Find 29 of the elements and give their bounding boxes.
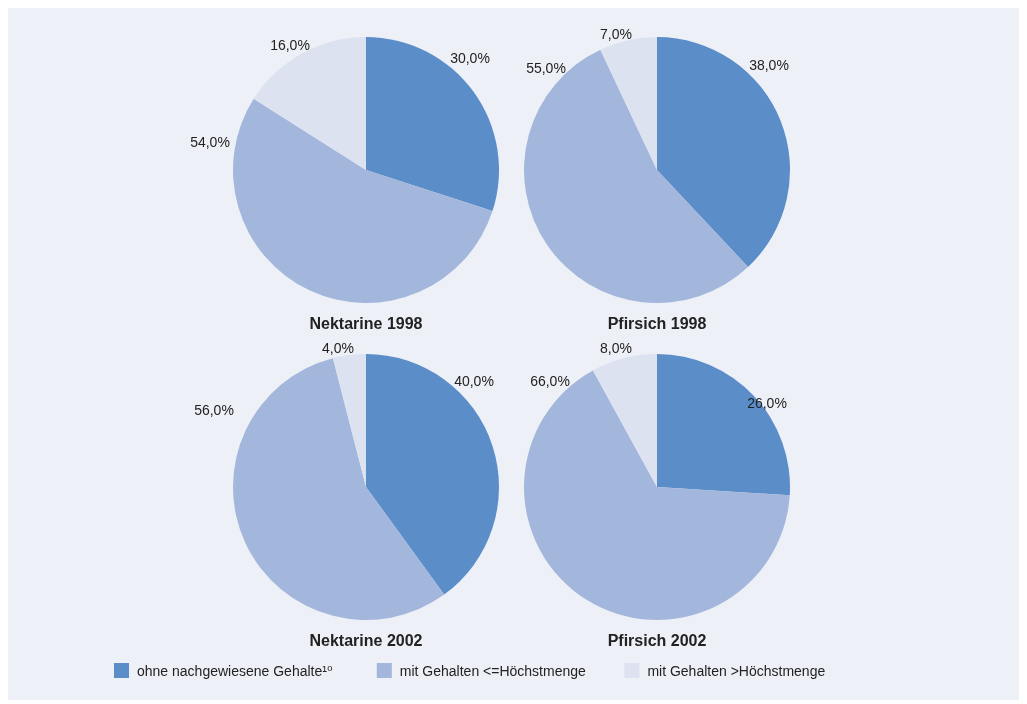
legend-label: mit Gehalten >Höchstmenge [647, 662, 826, 679]
data-label: 16,0% [270, 36, 310, 53]
text: Pfirsich 2002 [607, 631, 707, 649]
data-label: 66,0% [530, 372, 570, 389]
pie-slice [253, 37, 366, 170]
text: Nektarine 1998 [309, 314, 423, 332]
pie-slice [657, 37, 790, 267]
legend-label: ohne nachgewiesene Gehalte¹⁰ [137, 662, 333, 679]
legend-label: mit Gehalten <=Höchstmenge [399, 662, 587, 679]
data-label: 7,0% [600, 25, 632, 42]
pie-slice [233, 358, 445, 620]
data-label: 55,0% [526, 59, 566, 76]
pie-slice [524, 370, 790, 620]
data-label: 40,0% [454, 372, 494, 389]
text: Nektarine 2002 [309, 631, 423, 649]
data-label: 8,0% [600, 339, 632, 356]
text: Pfirsich 1998 [607, 314, 707, 332]
pie-slice [366, 354, 499, 595]
data-label: 4,0% [322, 339, 354, 356]
data-label: 30,0% [450, 49, 490, 66]
pie-slice [657, 354, 790, 496]
pie-slice [592, 354, 657, 487]
pie-slice [233, 98, 493, 303]
data-label: 54,0% [190, 133, 230, 150]
pie-slice [366, 37, 499, 212]
data-label: 56,0% [194, 401, 234, 418]
pie-slice [524, 49, 749, 303]
pie-slice [332, 354, 366, 487]
data-label: 38,0% [749, 56, 789, 73]
